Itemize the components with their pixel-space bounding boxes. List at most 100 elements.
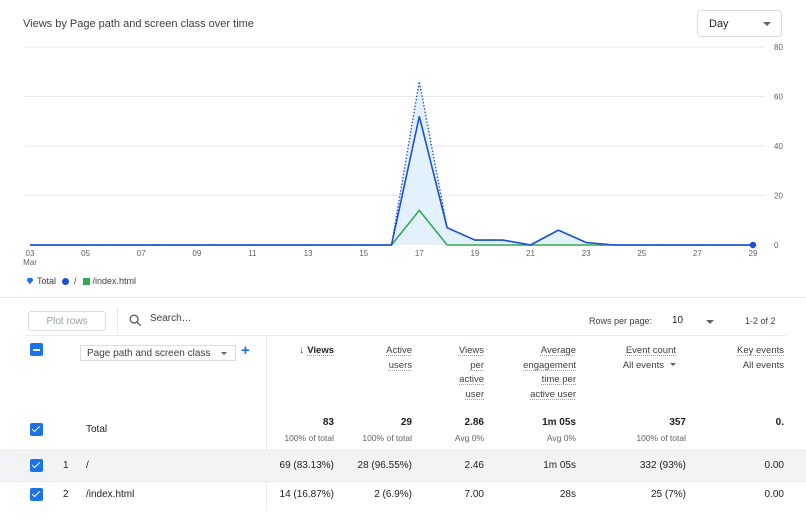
row-events: 25 (7%) bbox=[650, 489, 686, 500]
row-divider bbox=[0, 450, 806, 451]
row-active: 28 (96.55%) bbox=[357, 460, 412, 471]
dimension-label: Page path and screen class bbox=[87, 348, 211, 359]
x-tick-label: 19 bbox=[470, 249, 479, 258]
col-avg-engagement-header[interactable]: Average engagement time per active user bbox=[523, 345, 576, 400]
y-tick-label: 20 bbox=[774, 192, 783, 201]
rows-per-page-select[interactable]: 10 bbox=[672, 315, 684, 326]
total-vpu-sub: Avg 0% bbox=[454, 433, 484, 443]
total-key: 0. bbox=[775, 417, 784, 428]
row-path-link[interactable]: /index.html bbox=[86, 489, 135, 500]
row-path-link[interactable]: / bbox=[86, 460, 89, 471]
legend-item-index[interactable]: /index.html bbox=[82, 276, 137, 286]
green-square-icon bbox=[82, 277, 90, 285]
series-root-line bbox=[30, 116, 753, 246]
x-tick-label: 23 bbox=[582, 249, 591, 258]
total-views-sub: 100% of total bbox=[284, 433, 334, 443]
toolbar-divider bbox=[26, 335, 786, 336]
section-divider bbox=[0, 297, 806, 298]
x-tick-label: 11 bbox=[248, 249, 257, 258]
total-views: 83 bbox=[322, 417, 334, 428]
y-tick-label: 80 bbox=[774, 43, 783, 52]
end-point bbox=[749, 241, 757, 249]
row-active: 2 (6.9%) bbox=[374, 489, 412, 500]
legend-item-root[interactable]: / bbox=[62, 276, 77, 286]
x-tick-label: 03 bbox=[26, 249, 35, 258]
event-filter-select[interactable]: All events bbox=[623, 359, 676, 374]
total-events-sub: 100% of total bbox=[636, 433, 686, 443]
x-tick-month-label: Mar bbox=[23, 258, 37, 267]
total-active-sub: 100% of total bbox=[362, 433, 412, 443]
y-tick-label: 40 bbox=[774, 142, 783, 151]
x-tick-label: 29 bbox=[749, 249, 758, 258]
table-row[interactable]: 1 / 69 (83.13%) 28 (96.55%) 2.46 1m 05s … bbox=[0, 451, 806, 481]
total-avg-sub: Avg 0% bbox=[546, 433, 576, 443]
total-area bbox=[30, 81, 753, 246]
row-key: 0.00 bbox=[764, 460, 784, 471]
blue-dot-icon bbox=[62, 277, 70, 285]
col-active-users-header[interactable]: Active users bbox=[386, 345, 412, 371]
legend-total-label: Total bbox=[37, 276, 57, 286]
chevron-down-icon[interactable] bbox=[706, 320, 714, 324]
row-avg: 28s bbox=[559, 489, 576, 500]
x-tick-label: 07 bbox=[137, 249, 146, 258]
chevron-down-icon bbox=[763, 22, 771, 26]
table-row[interactable]: 2 /index.html 14 (16.87%) 2 (6.9%) 7.00 … bbox=[0, 481, 806, 511]
search-icon bbox=[129, 314, 142, 327]
row-vpu: 7.00 bbox=[464, 489, 484, 500]
row-events: 332 (93%) bbox=[639, 460, 686, 471]
chevron-down-icon bbox=[221, 352, 227, 355]
legend-item-total[interactable]: Total bbox=[26, 276, 56, 286]
total-active: 29 bbox=[400, 417, 412, 428]
row-key: 0.00 bbox=[764, 489, 784, 500]
y-tick-label: 60 bbox=[774, 93, 783, 102]
row-index: 1 bbox=[63, 460, 69, 471]
legend-root-label: / bbox=[74, 276, 77, 286]
add-dimension-button[interactable]: + bbox=[241, 342, 250, 359]
x-tick-label: 09 bbox=[192, 249, 201, 258]
total-drop-icon bbox=[26, 277, 34, 285]
granularity-value: Day bbox=[709, 18, 729, 30]
row-checkbox[interactable] bbox=[30, 459, 43, 472]
row-views: 14 (16.87%) bbox=[279, 489, 334, 500]
select-all-checkbox[interactable] bbox=[30, 343, 43, 356]
pagination-label: 1-2 of 2 bbox=[745, 316, 776, 326]
col-views-per-user-header[interactable]: Views per active user bbox=[458, 345, 484, 400]
series-total-line bbox=[30, 81, 753, 246]
toolbar-separator bbox=[117, 307, 118, 335]
granularity-select[interactable]: Day bbox=[697, 10, 782, 37]
sort-down-arrow-icon: ↓ bbox=[299, 345, 305, 356]
plot-rows-button[interactable]: Plot rows bbox=[28, 311, 106, 331]
line-chart: 0 20 40 60 80 03 05 07 09 11 13 15 17 19 21 23 25 27 29 Mar bbox=[23, 43, 783, 267]
row-vpu: 2.46 bbox=[464, 460, 484, 471]
total-label: Total bbox=[86, 424, 108, 435]
legend-index-label: /index.html bbox=[92, 276, 137, 286]
rows-per-page-label: Rows per page: bbox=[589, 316, 653, 326]
chart-title: Views by Page path and screen class over… bbox=[23, 18, 254, 30]
total-avg: 1m 05s bbox=[542, 417, 576, 428]
chevron-down-icon bbox=[670, 363, 676, 367]
x-tick-label: 05 bbox=[81, 249, 90, 258]
dimension-select[interactable]: Page path and screen class bbox=[80, 345, 236, 361]
y-tick-label: 0 bbox=[774, 241, 779, 250]
total-vpu: 2.86 bbox=[464, 417, 484, 428]
total-checkbox[interactable] bbox=[30, 423, 43, 436]
x-tick-label: 17 bbox=[415, 249, 424, 258]
row-checkbox[interactable] bbox=[30, 488, 43, 501]
x-tick-label: 21 bbox=[526, 249, 535, 258]
x-tick-label: 13 bbox=[304, 249, 313, 258]
row-avg: 1m 05s bbox=[543, 460, 576, 471]
search-input[interactable] bbox=[150, 313, 330, 324]
column-separator bbox=[266, 336, 267, 510]
series-index-line bbox=[30, 209, 753, 246]
row-index: 2 bbox=[63, 489, 69, 500]
total-events: 357 bbox=[669, 417, 686, 428]
row-views: 69 (83.13%) bbox=[279, 460, 334, 471]
col-views-header[interactable]: ↓ Views bbox=[299, 345, 334, 356]
col-event-count-header[interactable]: Event count All events bbox=[623, 344, 676, 373]
x-tick-label: 25 bbox=[637, 249, 646, 258]
x-tick-label: 27 bbox=[693, 249, 702, 258]
chart-legend: Total / /index.html bbox=[26, 276, 142, 286]
row-divider bbox=[0, 481, 806, 482]
col-key-events-header[interactable]: Key events All events bbox=[737, 345, 784, 371]
